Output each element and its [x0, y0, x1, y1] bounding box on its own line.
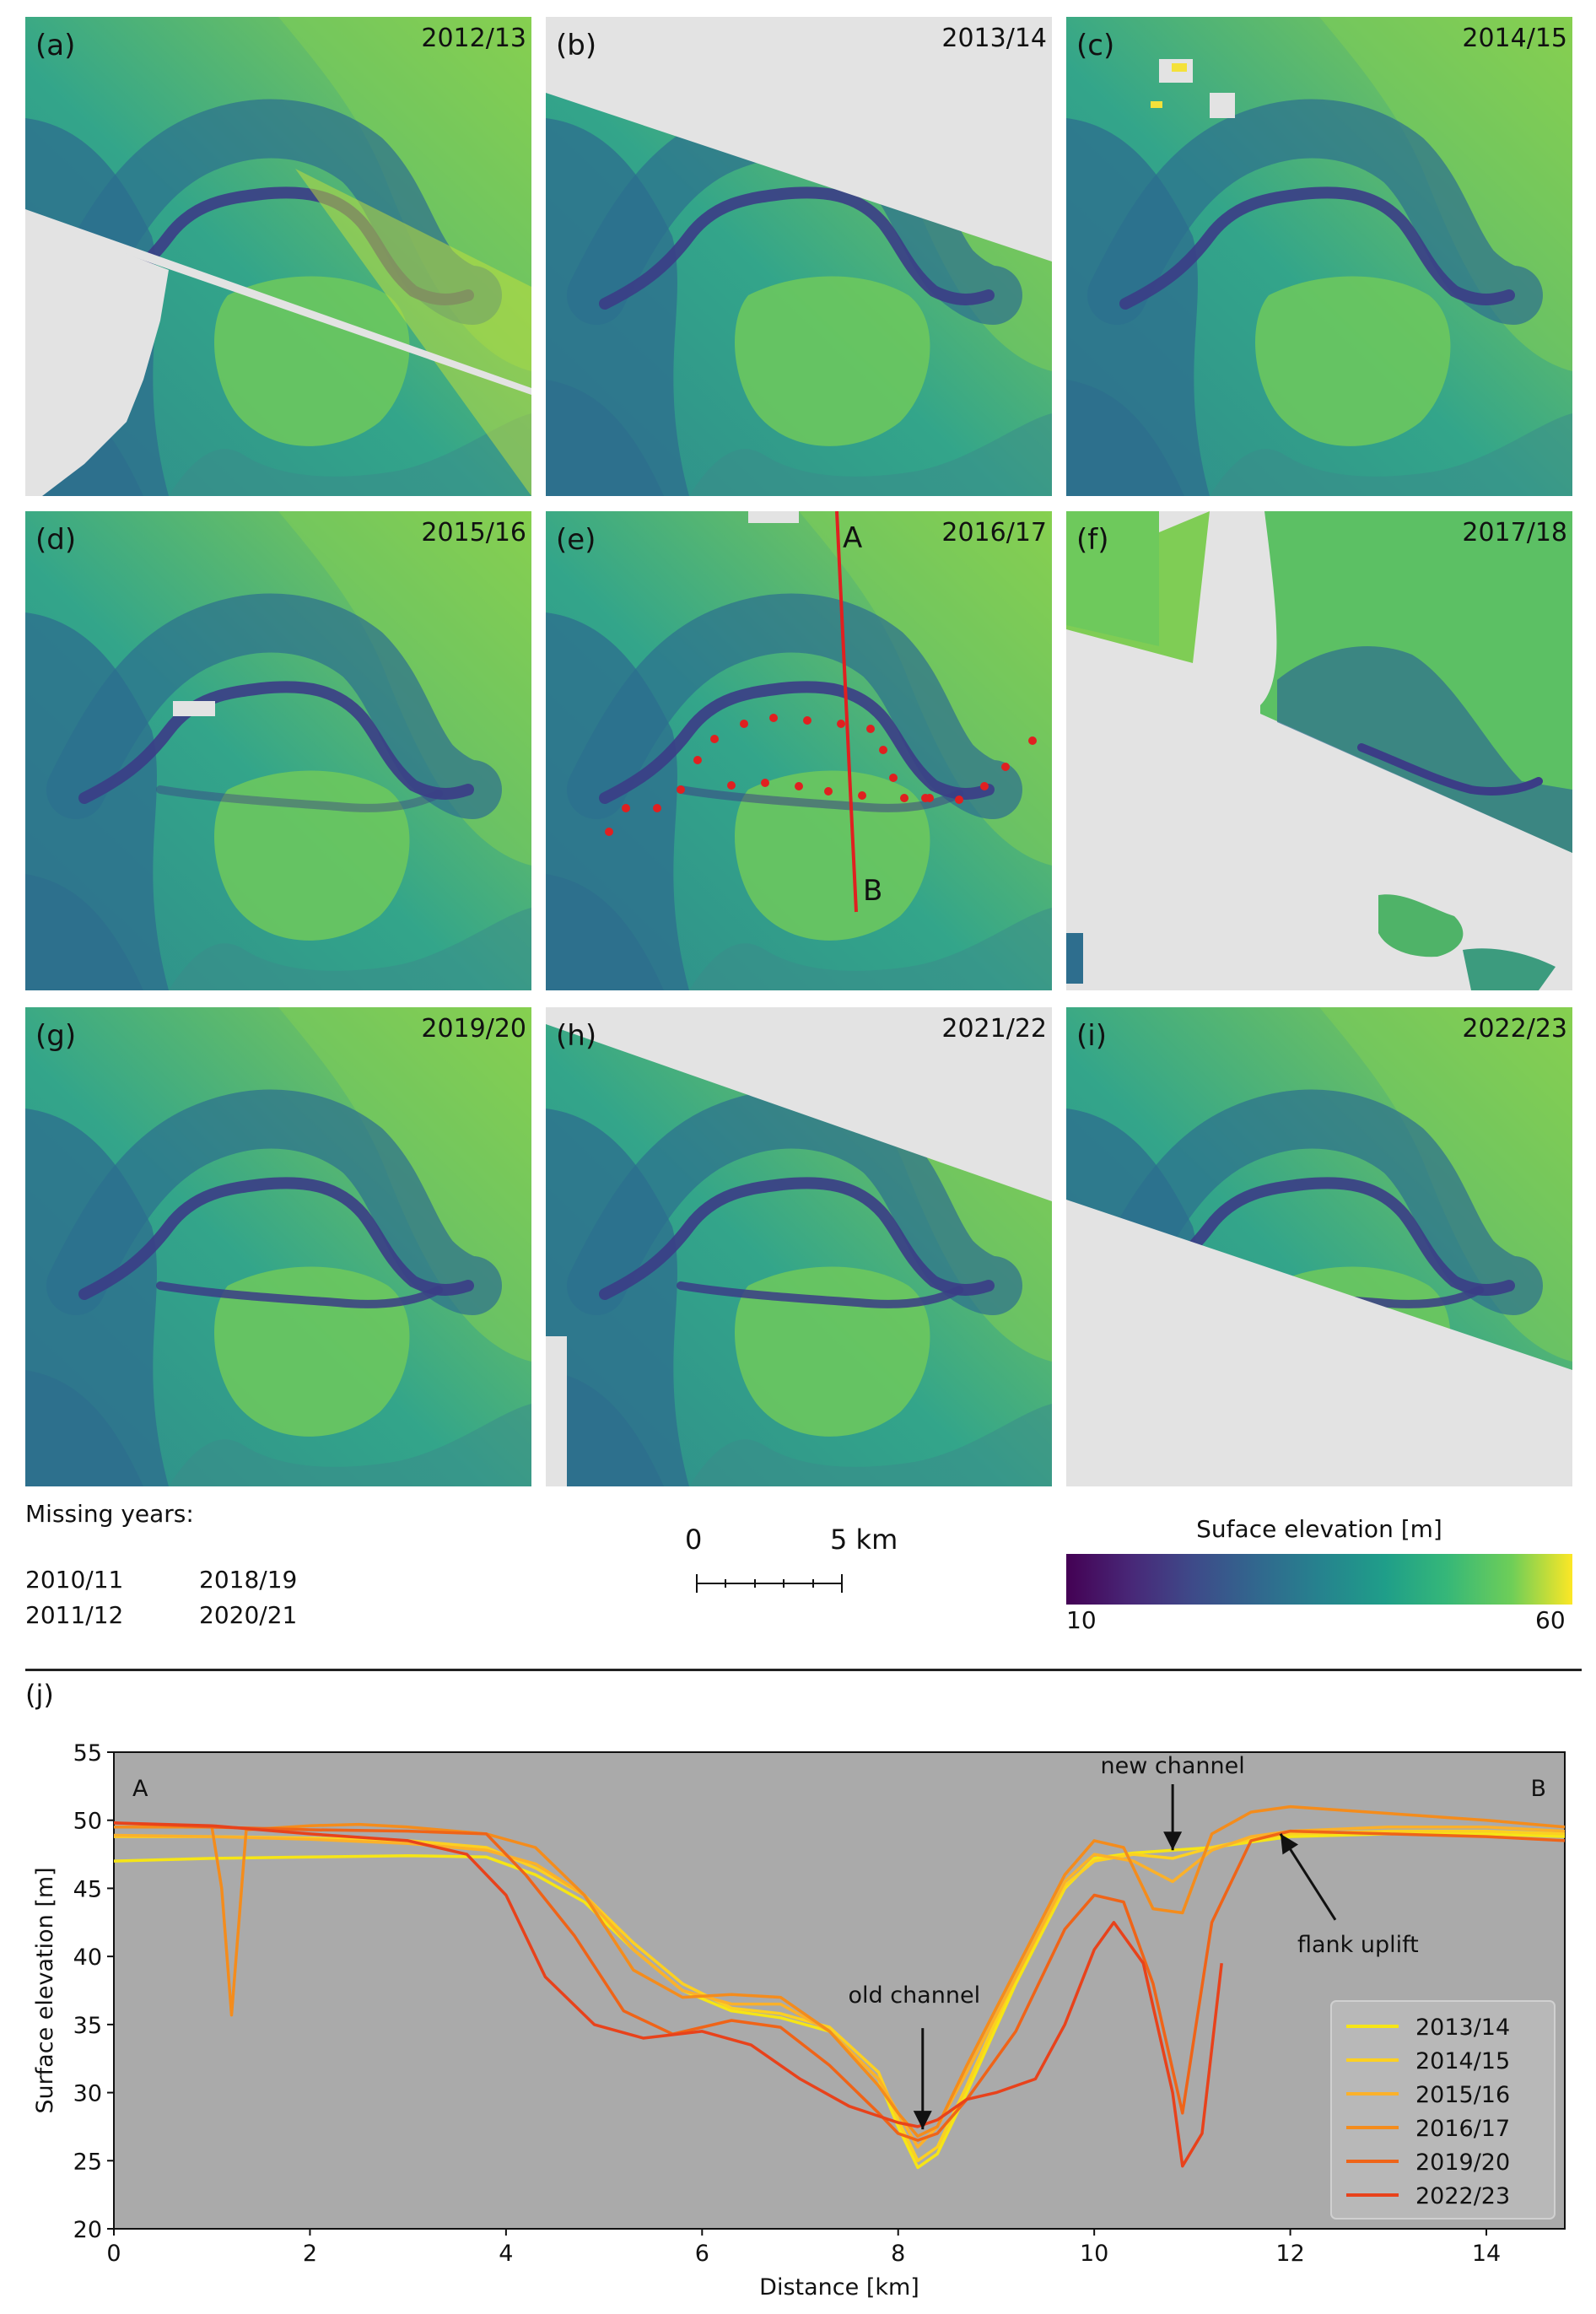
- panel-year: 2014/15: [1462, 24, 1567, 53]
- profile-line: [835, 511, 858, 913]
- y-tick-label: 45: [73, 1876, 102, 1902]
- panel-label: (f): [1076, 523, 1109, 557]
- channel-markers: [605, 714, 1037, 836]
- x-tick-label: 10: [1080, 2241, 1108, 2267]
- panel-label: (i): [1076, 1019, 1107, 1053]
- y-tick-label: 35: [73, 2013, 102, 2039]
- y-tick-label: 30: [73, 2081, 102, 2107]
- series-line-2019-20: [113, 1821, 1566, 2142]
- x-tick-label: 2: [303, 2241, 317, 2267]
- elevation-map-e: [546, 511, 1052, 990]
- x-tick-label: 14: [1472, 2241, 1501, 2267]
- panel-label: (g): [35, 1019, 77, 1053]
- series-line-2022-23: [113, 1821, 1223, 2168]
- profile-label-a: A: [843, 521, 863, 555]
- panel-year: 2017/18: [1462, 518, 1567, 547]
- panel-label: (e): [556, 523, 596, 557]
- x-axis-label: Distance [km]: [759, 2274, 919, 2301]
- panel-year: 2015/16: [421, 518, 526, 547]
- x-tick-label: 0: [106, 2241, 121, 2267]
- panel-year: 2013/14: [941, 24, 1047, 53]
- chart-panel-label: (j): [25, 1679, 54, 1711]
- map-panel-g: (g) 2019/20: [25, 1007, 531, 1486]
- map-panel-a: (a) 2012/13: [25, 17, 531, 496]
- arrow-flank-uplift-head: [1280, 1833, 1299, 1855]
- missing-year: 2011/12: [25, 1601, 124, 1629]
- scale-bar-start: 0: [685, 1524, 703, 1556]
- panel-label: (h): [556, 1019, 597, 1053]
- missing-year: 2018/19: [199, 1566, 298, 1594]
- map-panel-h: (h) 2021/22: [546, 1007, 1052, 1486]
- annotation-new-channel: new channel: [1101, 1753, 1245, 1779]
- panel-label: (c): [1076, 29, 1115, 62]
- profile-label-b: B: [863, 874, 883, 908]
- elevation-map-d: [25, 511, 531, 990]
- panel-label: (a): [35, 29, 76, 62]
- x-tick-label: 12: [1275, 2241, 1304, 2267]
- missing-year: 2020/21: [199, 1601, 298, 1629]
- y-tick-label: 25: [73, 2149, 102, 2175]
- scale-bar: [696, 1574, 843, 1593]
- elevation-map-a: [25, 17, 531, 496]
- elevation-map-b: [546, 17, 1052, 496]
- x-tick-label: 4: [499, 2241, 513, 2267]
- panel-year: 2016/17: [941, 518, 1047, 547]
- legend-label: 2019/20: [1415, 2149, 1510, 2176]
- y-axis-label: Surface elevation [m]: [32, 1867, 58, 2113]
- elevation-map-f: [1066, 511, 1572, 990]
- profile-start-label: A: [132, 1776, 148, 1802]
- elevation-map-i: [1066, 1007, 1572, 1486]
- legend-label: 2016/17: [1415, 2116, 1510, 2142]
- elevation-map-c: [1066, 17, 1572, 496]
- panel-label: (d): [35, 523, 77, 557]
- y-tick-label: 55: [73, 1740, 102, 1767]
- elevation-map-g: [25, 1007, 531, 1486]
- colorbar-max: 60: [1535, 1606, 1566, 1634]
- x-tick-label: 6: [695, 2241, 709, 2267]
- legend-label: 2015/16: [1415, 2082, 1510, 2108]
- panel-year: 2012/13: [421, 24, 526, 53]
- series-line-2015-16: [113, 1826, 1566, 2149]
- missing-years-title: Missing years:: [25, 1500, 194, 1528]
- y-tick-label: 20: [73, 2217, 102, 2243]
- map-panel-i: (i) 2022/23: [1066, 1007, 1572, 1486]
- map-panel-f: (f) 2017/18: [1066, 511, 1572, 990]
- map-panel-b: (b) 2013/14: [546, 17, 1052, 496]
- annotation-old-channel: old channel: [848, 1982, 980, 2009]
- colorbar-title: Suface elevation [m]: [1196, 1515, 1442, 1543]
- panel-year: 2021/22: [941, 1014, 1047, 1044]
- arrow-old-channel-head: [913, 2111, 932, 2130]
- profile-chart: 0 2 4 6 8 10 12 14 20 25 30 35 40 45 50 55 Distance [km]…: [32, 1740, 1566, 2301]
- series-line-2016-17: [114, 1804, 1566, 2138]
- map-panel-e: (e) 2016/17 A B: [546, 511, 1052, 990]
- profile-end-label: B: [1530, 1776, 1546, 1802]
- map-panel-c: (c) 2014/15: [1066, 17, 1572, 496]
- x-tick-label: 8: [891, 2241, 905, 2267]
- panel-year: 2022/23: [1462, 1014, 1567, 1044]
- legend-label: 2013/14: [1415, 2015, 1510, 2041]
- missing-year: 2010/11: [25, 1566, 124, 1594]
- y-tick-label: 50: [73, 1809, 102, 1835]
- elevation-map-h: [546, 1007, 1052, 1486]
- legend-label: 2022/23: [1415, 2183, 1510, 2209]
- colorbar: [1066, 1554, 1572, 1605]
- colorbar-min: 10: [1066, 1606, 1097, 1634]
- annotation-flank-uplift: flank uplift: [1297, 1932, 1419, 1958]
- arrow-new-channel-head: [1163, 1831, 1183, 1851]
- scale-bar-end: 5 km: [830, 1524, 898, 1556]
- panel-label: (b): [556, 29, 597, 62]
- legend-box: [1330, 2000, 1556, 2220]
- y-tick-label: 40: [73, 1945, 102, 1971]
- map-panel-d: (d) 2015/16: [25, 511, 531, 990]
- panel-year: 2019/20: [421, 1014, 526, 1044]
- legend-label: 2014/15: [1415, 2048, 1510, 2074]
- section-divider: [25, 1669, 1582, 1671]
